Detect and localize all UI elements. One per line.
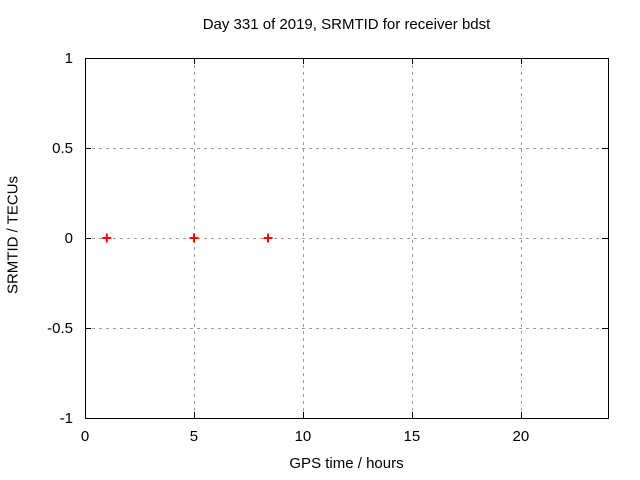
- y-tick-label: 0: [65, 230, 73, 247]
- x-tick-label: 15: [404, 428, 421, 445]
- x-tick-label: 20: [512, 428, 529, 445]
- y-tick-label: -1: [60, 410, 73, 427]
- x-axis-title: GPS time / hours: [289, 455, 404, 472]
- y-tick-label: -0.5: [47, 320, 73, 337]
- y-tick-label: 0.5: [52, 140, 73, 157]
- y-tick-label: 1: [65, 50, 73, 67]
- x-tick-label: 5: [190, 428, 198, 445]
- x-tick-label: 10: [295, 428, 312, 445]
- chart-title: Day 331 of 2019, SRMTID for receiver bds…: [202, 16, 491, 33]
- x-tick-label: 0: [81, 428, 89, 445]
